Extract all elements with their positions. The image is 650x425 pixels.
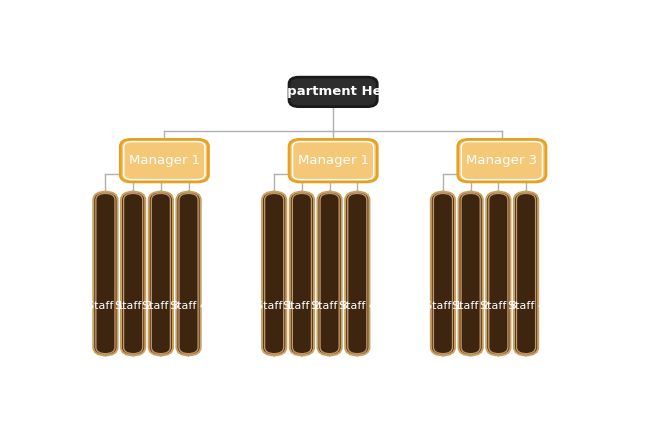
FancyBboxPatch shape bbox=[176, 192, 201, 355]
Text: Staff 3: Staff 3 bbox=[480, 301, 517, 311]
FancyBboxPatch shape bbox=[486, 192, 510, 355]
Text: Staff 1: Staff 1 bbox=[424, 301, 461, 311]
FancyBboxPatch shape bbox=[289, 139, 377, 182]
FancyBboxPatch shape bbox=[317, 192, 342, 355]
Text: Staff 2: Staff 2 bbox=[114, 301, 151, 311]
FancyBboxPatch shape bbox=[458, 139, 546, 182]
Text: Staff 4: Staff 4 bbox=[170, 301, 207, 311]
FancyBboxPatch shape bbox=[120, 139, 209, 182]
Text: Staff 3: Staff 3 bbox=[142, 301, 179, 311]
FancyBboxPatch shape bbox=[94, 192, 118, 355]
FancyBboxPatch shape bbox=[458, 192, 483, 355]
FancyBboxPatch shape bbox=[345, 192, 369, 355]
Text: Staff 3: Staff 3 bbox=[311, 301, 348, 311]
Text: Staff 4: Staff 4 bbox=[339, 301, 376, 311]
FancyBboxPatch shape bbox=[289, 77, 377, 107]
FancyBboxPatch shape bbox=[431, 192, 455, 355]
Text: Staff 2: Staff 2 bbox=[452, 301, 489, 311]
FancyBboxPatch shape bbox=[121, 192, 145, 355]
FancyBboxPatch shape bbox=[514, 192, 538, 355]
Text: Manager 1: Manager 1 bbox=[298, 154, 369, 167]
Text: Staff 4: Staff 4 bbox=[508, 301, 545, 311]
Text: Manager 1: Manager 1 bbox=[129, 154, 200, 167]
FancyBboxPatch shape bbox=[290, 192, 314, 355]
Text: Staff 1: Staff 1 bbox=[87, 301, 124, 311]
Text: Staff 2: Staff 2 bbox=[283, 301, 320, 311]
Text: Manager 3: Manager 3 bbox=[466, 154, 538, 167]
Text: Staff 1: Staff 1 bbox=[255, 301, 292, 311]
FancyBboxPatch shape bbox=[149, 192, 173, 355]
Text: Department Head: Department Head bbox=[266, 85, 400, 99]
FancyBboxPatch shape bbox=[262, 192, 286, 355]
